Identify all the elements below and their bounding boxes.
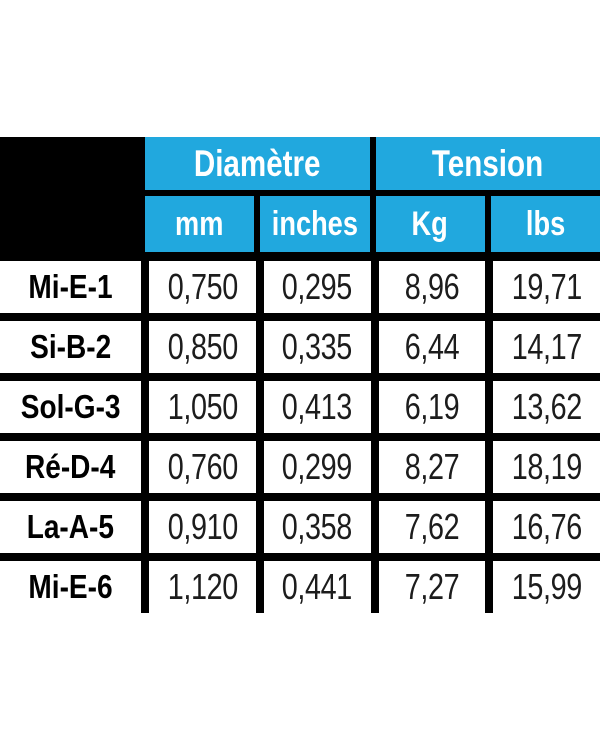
- cell-value: 0,358: [282, 506, 353, 547]
- cell-value: 18,19: [511, 446, 582, 487]
- cell-value: 0,750: [167, 266, 238, 307]
- cell-diameter-mm: 1,120: [141, 561, 256, 613]
- cell-tension-lbs: 14,17: [485, 321, 600, 373]
- cell-value: 8,27: [404, 446, 460, 487]
- table-row: Ré-D-4 0,760 0,299 8,27 18,19: [0, 433, 600, 493]
- header-unit-inches: inches: [260, 196, 370, 252]
- row-label-text: Sol-G-3: [20, 388, 121, 425]
- header-corner-spacer: [0, 196, 139, 252]
- header-unit-lbs-label: lbs: [525, 204, 566, 243]
- table-row: Mi-E-1 0,750 0,295 8,96 19,71: [0, 261, 600, 313]
- header-tension-label: Tension: [432, 142, 544, 184]
- row-label-text: Mi-E-6: [28, 568, 113, 605]
- cell-value: 0,413: [282, 386, 353, 427]
- cell-diameter-mm: 0,850: [141, 321, 256, 373]
- cell-value: 0,295: [282, 266, 353, 307]
- cell-value: 7,27: [404, 566, 460, 607]
- cell-value: 0,441: [282, 566, 353, 607]
- cell-value: 0,335: [282, 326, 353, 367]
- cell-diameter-inches: 0,358: [255, 501, 371, 553]
- cell-value: 16,76: [511, 506, 582, 547]
- header-diametre-label: Diamètre: [193, 142, 321, 184]
- cell-value: 14,17: [511, 326, 582, 367]
- cell-value: 0,299: [282, 446, 353, 487]
- cell-diameter-inches: 0,335: [255, 321, 371, 373]
- row-label: Si-B-2: [0, 321, 141, 373]
- row-label: Mi-E-1: [0, 261, 141, 313]
- cell-value: 15,99: [511, 566, 582, 607]
- cell-diameter-mm: 0,910: [141, 501, 256, 553]
- cell-diameter-inches: 0,413: [255, 381, 371, 433]
- cell-diameter-inches: 0,299: [255, 441, 371, 493]
- row-label-text: Si-B-2: [29, 328, 112, 365]
- cell-value: 1,050: [167, 386, 238, 427]
- table-row: Mi-E-6 1,120 0,441 7,27 15,99: [0, 553, 600, 613]
- cell-diameter-mm: 0,760: [141, 441, 256, 493]
- cell-tension-kg: 8,27: [370, 441, 486, 493]
- cell-value: 0,910: [167, 506, 238, 547]
- cell-value: 7,62: [404, 506, 460, 547]
- cell-diameter-mm: 0,750: [141, 261, 256, 313]
- header-diametre: Diamètre: [145, 137, 370, 190]
- table-row: La-A-5 0,910 0,358 7,62 16,76: [0, 493, 600, 553]
- cell-tension-lbs: 18,19: [485, 441, 600, 493]
- cell-value: 0,760: [167, 446, 238, 487]
- table-body: Mi-E-1 0,750 0,295 8,96 19,71 Si-B-2: [0, 261, 600, 613]
- cell-value: 0,850: [167, 326, 238, 367]
- string-spec-table: Diamètre Tension mm inches Kg lbs: [0, 137, 600, 613]
- header-unit-row: mm inches Kg lbs: [0, 196, 600, 252]
- cell-tension-kg: 8,96: [370, 261, 486, 313]
- header-unit-kg-label: Kg: [411, 204, 449, 243]
- cell-tension-lbs: 13,62: [485, 381, 600, 433]
- cell-value: 19,71: [511, 266, 582, 307]
- cell-diameter-inches: 0,295: [255, 261, 371, 313]
- cell-tension-kg: 6,19: [370, 381, 486, 433]
- row-label-text: Mi-E-1: [28, 268, 113, 305]
- cell-tension-lbs: 15,99: [485, 561, 600, 613]
- cell-value: 6,19: [404, 386, 460, 427]
- table-row: Sol-G-3 1,050 0,413 6,19 13,62: [0, 373, 600, 433]
- cell-value: 6,44: [404, 326, 460, 367]
- row-label: Mi-E-6: [0, 561, 141, 613]
- header-tension: Tension: [375, 137, 600, 190]
- header-unit-kg: Kg: [375, 196, 485, 252]
- cell-tension-kg: 7,27: [370, 561, 486, 613]
- row-label: Sol-G-3: [0, 381, 141, 433]
- row-label: Ré-D-4: [0, 441, 141, 493]
- row-label-text: Ré-D-4: [25, 448, 116, 485]
- row-label-text: La-A-5: [26, 508, 115, 545]
- cell-tension-kg: 6,44: [370, 321, 486, 373]
- cell-tension-lbs: 16,76: [485, 501, 600, 553]
- cell-diameter-mm: 1,050: [141, 381, 256, 433]
- cell-diameter-inches: 0,441: [255, 561, 371, 613]
- header-unit-lbs: lbs: [490, 196, 600, 252]
- cell-value: 13,62: [511, 386, 582, 427]
- header-unit-mm-label: mm: [175, 204, 224, 243]
- cell-value: 1,120: [167, 566, 238, 607]
- table-header: Diamètre Tension mm inches Kg lbs: [0, 137, 600, 261]
- cell-tension-kg: 7,62: [370, 501, 486, 553]
- header-corner-spacer: [0, 137, 139, 190]
- header-unit-mm: mm: [145, 196, 255, 252]
- row-label: La-A-5: [0, 501, 141, 553]
- cell-tension-lbs: 19,71: [485, 261, 600, 313]
- cell-value: 8,96: [404, 266, 460, 307]
- table-row: Si-B-2 0,850 0,335 6,44 14,17: [0, 313, 600, 373]
- header-group-row: Diamètre Tension: [0, 137, 600, 190]
- header-unit-inches-label: inches: [271, 204, 358, 243]
